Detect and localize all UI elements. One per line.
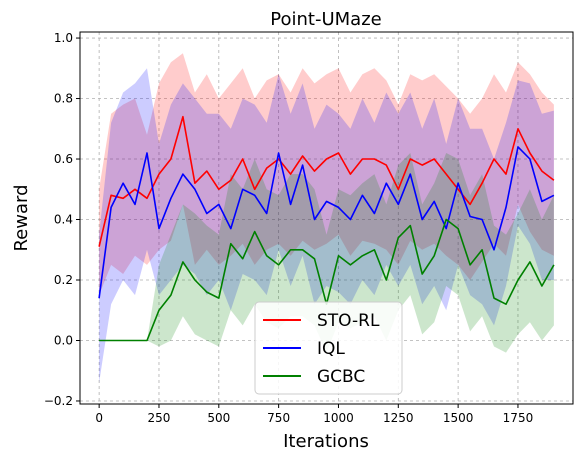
chart-title: Point-UMaze: [270, 9, 381, 30]
x-tick-label: 1500: [443, 411, 474, 425]
x-tick-label: 500: [207, 411, 230, 425]
line-iql: [98, 146, 555, 299]
y-tick-label: 1.0: [54, 31, 73, 45]
band-gcbc: [99, 153, 554, 353]
x-axis-label: Iterations: [283, 431, 369, 452]
legend-label: GCBC: [317, 367, 365, 387]
legend-label: STO-RL: [317, 311, 380, 331]
y-tick-label: 0.8: [54, 92, 73, 106]
y-axis-label: Reward: [11, 184, 32, 251]
x-tick-label: 0: [95, 411, 103, 425]
x-tick-label: 250: [148, 411, 171, 425]
legend: STO-RL IQL GCBC: [254, 301, 403, 395]
plot-frame: [79, 31, 574, 405]
x-tick-label: 750: [267, 411, 290, 425]
x-tick-label: 1250: [383, 411, 414, 425]
x-tick-label: 1000: [323, 411, 354, 425]
band-iql: [99, 68, 554, 383]
y-tick-label: −0.2: [44, 394, 73, 408]
y-tick-label: 0.4: [54, 213, 73, 227]
band-sto-rl: [99, 53, 554, 296]
line-sto-rl: [98, 115, 555, 247]
y-tick-label: 0.0: [54, 333, 73, 347]
y-tick-label: 0.6: [54, 152, 73, 166]
ticks: 0 250 500 750 1000 1250 1500 1750 −0.2 0.0 0.2 0.4 0…: [44, 31, 533, 425]
legend-box: [254, 301, 403, 395]
x-tick-label: 1750: [503, 411, 534, 425]
legend-label: IQL: [317, 339, 345, 359]
confidence-bands: [99, 53, 554, 383]
y-tick-label: 0.2: [54, 273, 73, 287]
